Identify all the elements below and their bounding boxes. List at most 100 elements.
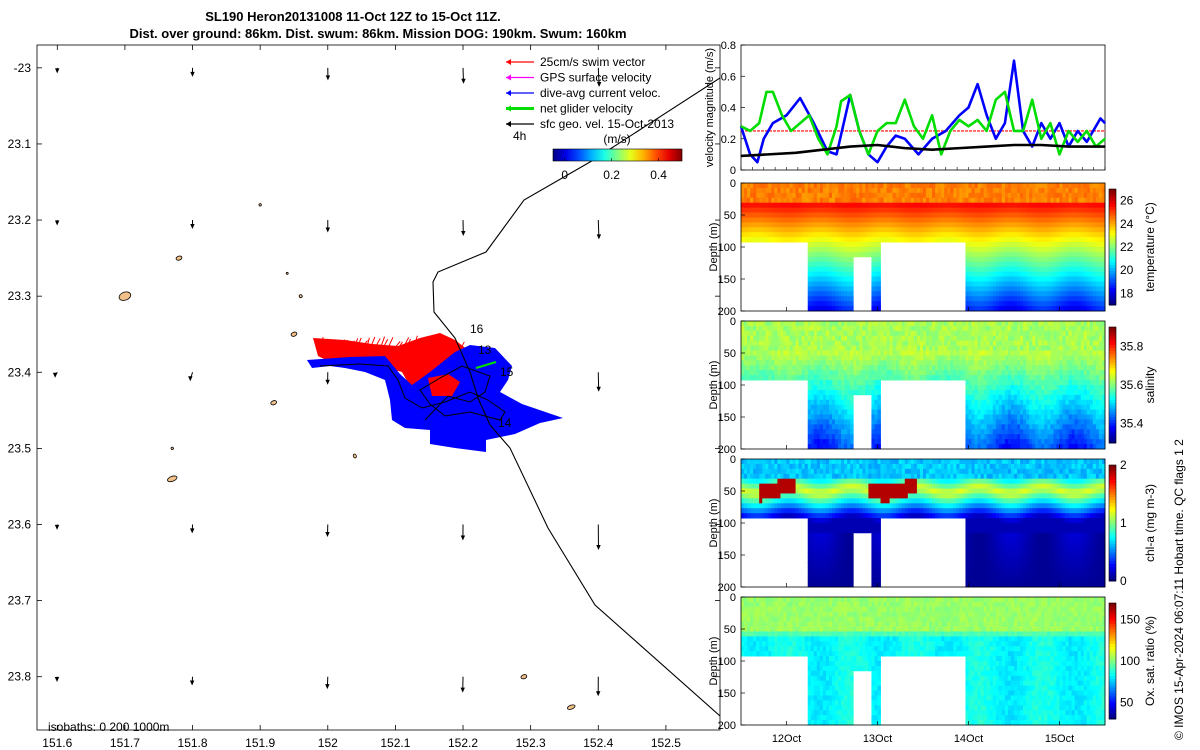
section-cell	[759, 340, 763, 347]
section-cell	[968, 370, 972, 376]
section-cell	[1020, 380, 1024, 386]
section-cell	[889, 192, 894, 199]
section-cell	[762, 212, 766, 218]
section-cell	[1023, 365, 1027, 371]
section-colorbar-cell	[1109, 191, 1116, 196]
section-cell	[822, 380, 827, 386]
section-cell	[1083, 355, 1088, 361]
section-cell	[983, 330, 988, 337]
velocity-point	[849, 145, 851, 148]
section-cell	[856, 335, 860, 342]
section-cell	[844, 183, 848, 189]
section-cell	[807, 439, 812, 445]
section-cell	[1029, 355, 1033, 361]
swim-vector	[404, 338, 412, 351]
section-cell	[822, 335, 827, 342]
section-cell	[1044, 247, 1048, 253]
section-cell	[777, 335, 781, 342]
section-cell	[1053, 389, 1057, 396]
section-cell	[1014, 321, 1018, 327]
section-cell	[1050, 261, 1054, 268]
section-cell	[1007, 237, 1012, 243]
section-cell	[974, 350, 978, 356]
section-cell	[1001, 325, 1006, 332]
section-cell	[1004, 399, 1009, 406]
section-cell	[850, 355, 854, 361]
section-cell	[819, 227, 824, 233]
section-cell	[819, 321, 824, 327]
section-cell	[889, 212, 894, 218]
section-cell	[1080, 340, 1085, 347]
section-cell	[816, 360, 821, 366]
section-cell	[932, 237, 936, 243]
section-cell	[947, 340, 951, 347]
section-cell	[807, 330, 812, 337]
section-cell	[1026, 207, 1030, 213]
section-cell	[974, 296, 978, 302]
section-cell	[941, 207, 945, 213]
section-cell	[844, 444, 848, 450]
geo-velocity-arrowhead	[190, 71, 195, 77]
section-cell	[992, 414, 997, 420]
section-cell	[1083, 232, 1088, 238]
section-cell	[1071, 385, 1076, 391]
section-cell	[895, 325, 900, 332]
section-cell	[825, 389, 830, 396]
section-cell	[929, 202, 933, 209]
section-cell	[1014, 286, 1018, 292]
section-cell	[1074, 340, 1079, 347]
section-cell	[974, 321, 978, 327]
section-cell	[1071, 434, 1076, 440]
section-cell	[892, 375, 897, 381]
section-cell	[1007, 247, 1012, 253]
section-cell	[816, 281, 821, 287]
section-cell	[971, 217, 975, 223]
section-cell	[828, 365, 833, 371]
section-cell	[765, 222, 769, 228]
section-cell	[747, 330, 751, 337]
section-cell	[1014, 251, 1018, 258]
section-cell	[1053, 286, 1057, 292]
section-cell	[786, 370, 790, 376]
section-cell	[768, 217, 772, 223]
section-cell	[1068, 256, 1073, 263]
section-cell	[813, 424, 818, 430]
section-cell	[904, 217, 909, 223]
section-cell	[1086, 281, 1091, 287]
section-cell	[759, 202, 763, 209]
swim-vector	[351, 338, 359, 354]
section-cell	[786, 227, 790, 233]
section-cell	[1098, 261, 1103, 268]
section-cell	[1032, 439, 1036, 445]
section-cell	[953, 183, 957, 189]
section-cell	[935, 207, 939, 213]
section-cell	[1032, 237, 1036, 243]
section-cell	[1044, 404, 1048, 411]
lon-tick-label: 151.8	[178, 736, 208, 750]
section-cell	[889, 325, 894, 332]
section-cell	[753, 350, 757, 356]
section-cell	[968, 409, 972, 415]
section-cell	[895, 360, 900, 366]
legend-label: sfc geo. vel. 15-Oct-2013	[540, 117, 674, 131]
section-cell	[807, 355, 812, 361]
section-cell	[1083, 409, 1088, 415]
section-cell	[801, 227, 806, 233]
section-cell	[1083, 212, 1088, 218]
section-cell	[838, 187, 842, 194]
velocity-point	[1013, 60, 1015, 62]
section-cell	[1056, 340, 1060, 347]
section-cell	[1089, 291, 1094, 297]
section-cell	[916, 183, 921, 189]
section-cell	[838, 404, 842, 411]
section-cell	[1086, 409, 1091, 415]
section-cell	[825, 222, 830, 228]
section-cell	[1083, 187, 1088, 194]
section-cell	[877, 365, 881, 371]
section-cell	[865, 242, 869, 248]
section-cell	[971, 345, 975, 351]
section-cell	[1020, 439, 1024, 445]
section-cell	[762, 335, 766, 342]
section-cell	[1014, 197, 1018, 204]
section-cell	[1014, 330, 1018, 337]
